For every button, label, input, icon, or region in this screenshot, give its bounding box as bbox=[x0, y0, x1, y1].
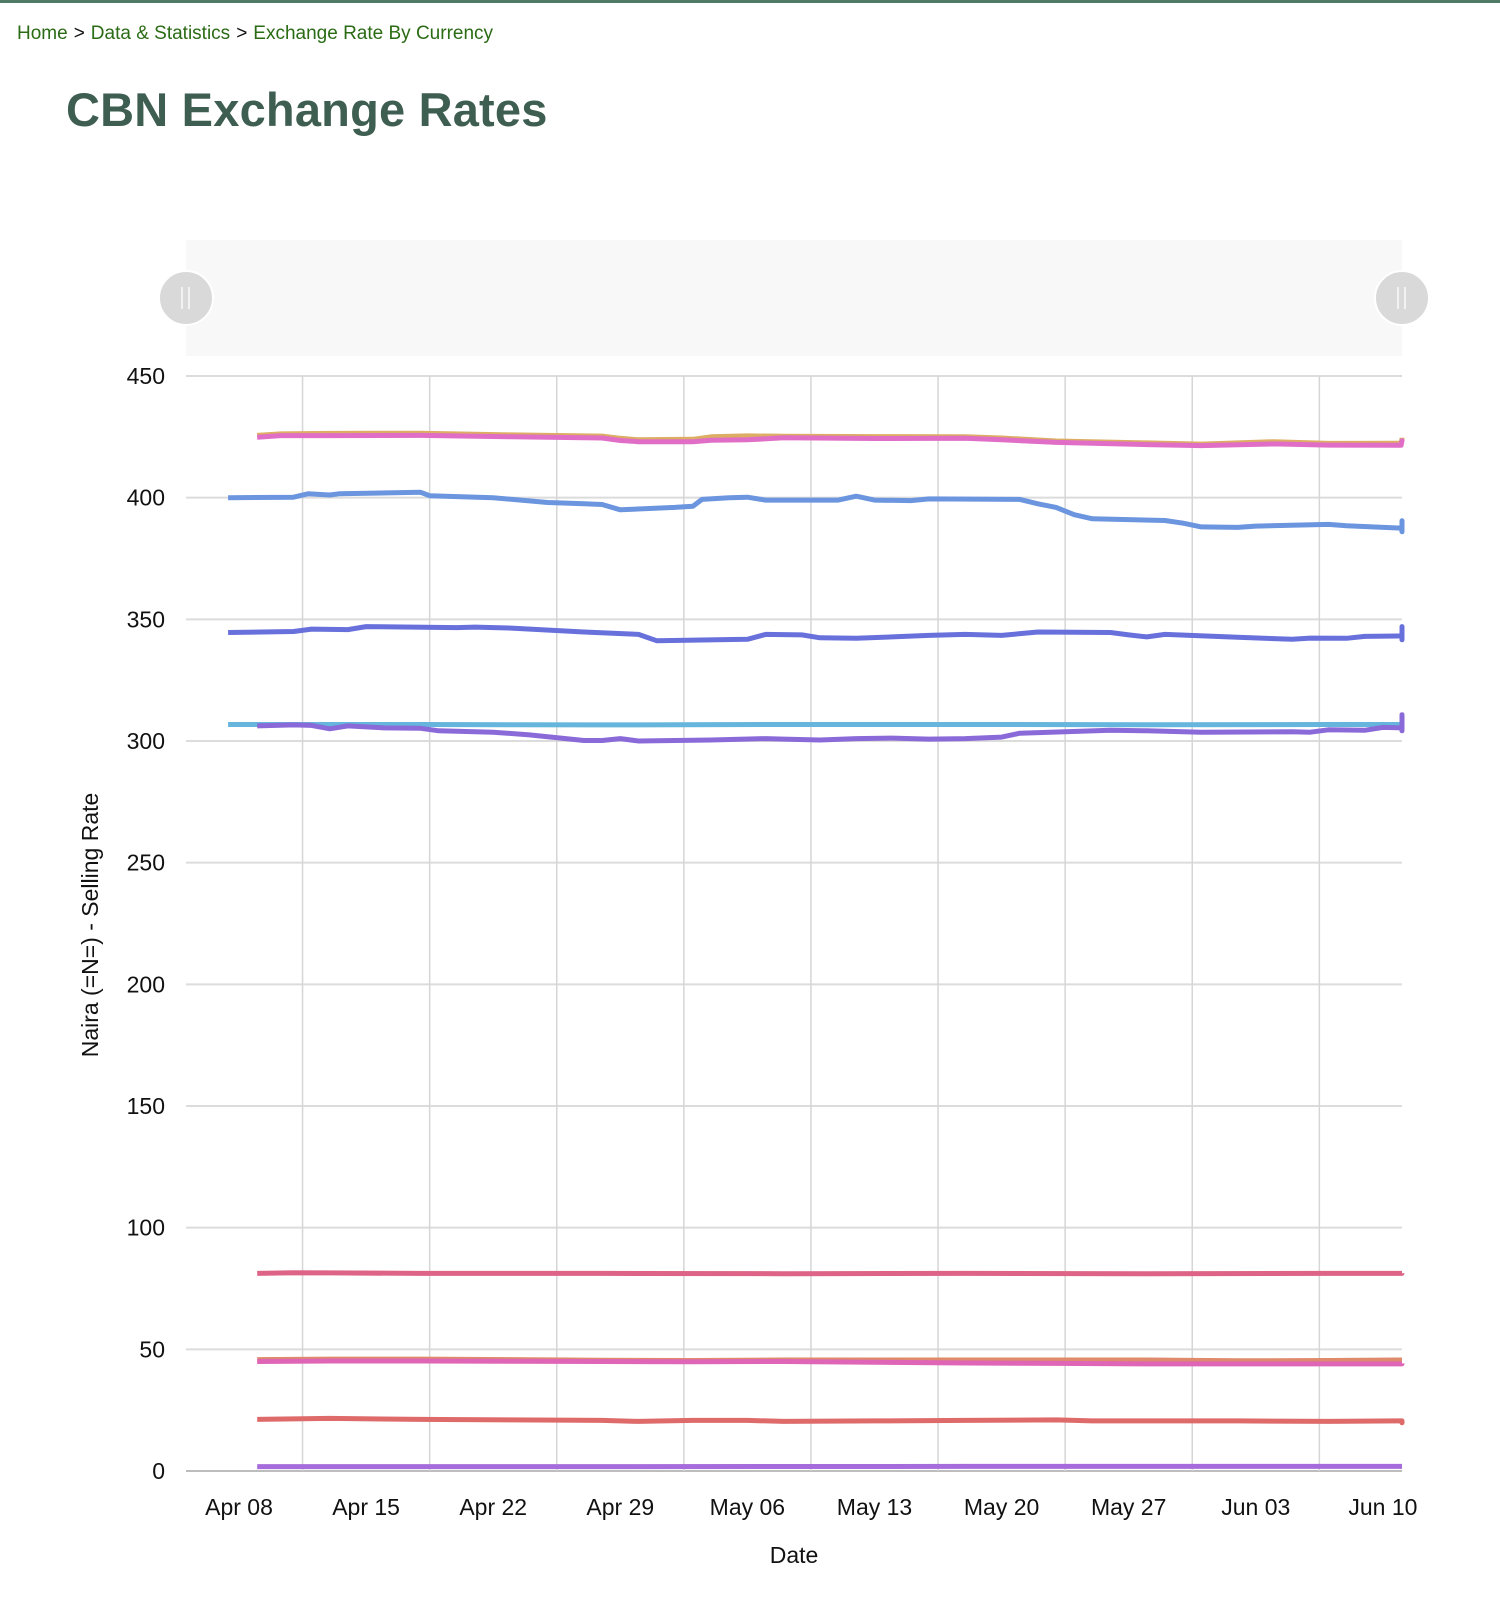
range-slider-right-handle[interactable] bbox=[1374, 270, 1430, 326]
chart-grid bbox=[186, 375, 1402, 1472]
page-title: CBN Exchange Rates bbox=[66, 83, 548, 136]
top-border bbox=[0, 0, 1500, 3]
y-axis-title: Naira (=N=) - Selling Rate bbox=[77, 793, 103, 1058]
line-series-rose[interactable] bbox=[257, 1270, 1405, 1277]
y-tick-label: 150 bbox=[127, 1093, 165, 1119]
x-tick-label: May 13 bbox=[837, 1494, 912, 1520]
breadcrumb-exchange-rate-link[interactable]: Exchange Rate By Currency bbox=[253, 23, 494, 44]
x-tick-label: Jun 03 bbox=[1221, 1494, 1290, 1520]
pause-bars-icon bbox=[181, 287, 190, 309]
x-tick-label: May 27 bbox=[1091, 1494, 1166, 1520]
x-tick-label: Apr 15 bbox=[332, 1494, 400, 1520]
breadcrumb-data-statistics-link[interactable]: Data & Statistics bbox=[90, 23, 231, 44]
y-tick-label: 300 bbox=[127, 728, 165, 754]
x-tick-label: Apr 08 bbox=[205, 1494, 273, 1520]
y-tick-label: 350 bbox=[127, 606, 165, 632]
line-series-red[interactable] bbox=[257, 1415, 1405, 1426]
line-series-violet[interactable] bbox=[257, 712, 1405, 744]
line-series-indigo[interactable] bbox=[228, 624, 1405, 644]
y-tick-label: 50 bbox=[139, 1336, 165, 1362]
breadcrumb-home-link[interactable]: Home bbox=[17, 23, 68, 44]
line-series-pink[interactable] bbox=[257, 432, 1405, 449]
y-tick-label: 450 bbox=[127, 363, 165, 389]
y-tick-label: 0 bbox=[152, 1458, 165, 1484]
breadcrumb-separator: > bbox=[73, 23, 85, 44]
right-handle-circle[interactable] bbox=[1374, 270, 1430, 326]
breadcrumb-separator: > bbox=[236, 23, 248, 44]
chart-series bbox=[228, 430, 1405, 1470]
x-tick-label: Apr 29 bbox=[586, 1494, 654, 1520]
range-slider-track[interactable] bbox=[186, 240, 1402, 356]
pause-bars-icon bbox=[1397, 287, 1406, 309]
y-tick-label: 200 bbox=[127, 971, 165, 997]
y-tick-label: 400 bbox=[127, 485, 165, 511]
line-series-magenta[interactable] bbox=[257, 1358, 1405, 1367]
x-axis-ticks: Apr 08 Apr 15 Apr 22 Apr 29 May 06 May 13 May … bbox=[205, 1494, 1417, 1520]
breadcrumb: Home > Data & Statistics > Exchange Rate By … bbox=[17, 23, 493, 45]
line-series-blue[interactable] bbox=[228, 489, 1405, 535]
y-tick-label: 100 bbox=[127, 1215, 165, 1241]
x-tick-label: Apr 22 bbox=[459, 1494, 527, 1520]
y-tick-label: 250 bbox=[127, 850, 165, 876]
range-slider[interactable] bbox=[158, 240, 1430, 356]
left-handle-circle[interactable] bbox=[158, 270, 214, 326]
y-axis-ticks: 0 50 100 150 200 250 300 350 400 450 bbox=[127, 363, 165, 1484]
range-slider-left-handle[interactable] bbox=[158, 270, 214, 326]
x-tick-label: Jun 10 bbox=[1348, 1494, 1417, 1520]
x-tick-label: May 20 bbox=[964, 1494, 1039, 1520]
x-axis-title: Date bbox=[770, 1542, 819, 1568]
x-tick-label: May 06 bbox=[710, 1494, 785, 1520]
